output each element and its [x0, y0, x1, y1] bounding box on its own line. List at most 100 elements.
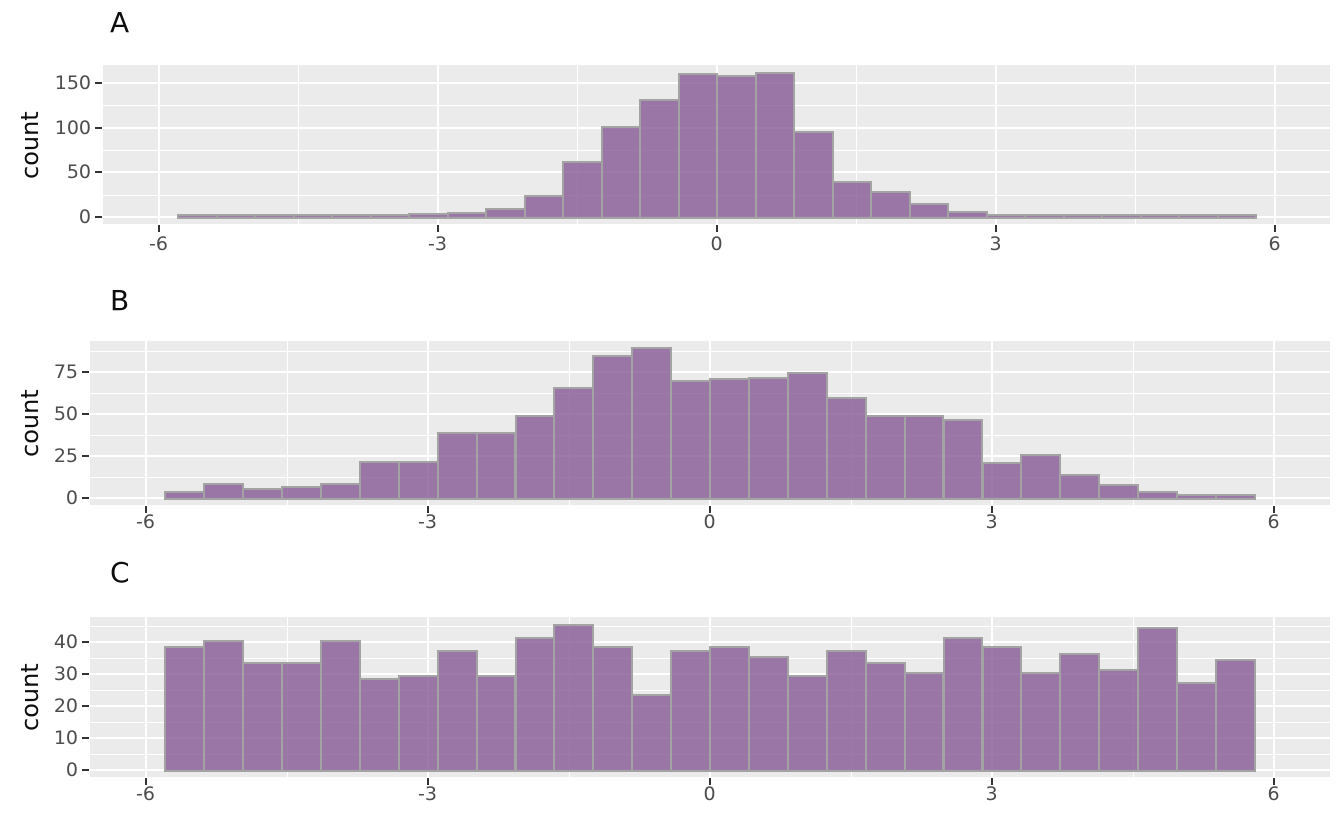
histogram-bar	[592, 354, 634, 500]
histogram-bar	[242, 487, 283, 500]
y-tick-mark	[82, 673, 89, 675]
x-tick-label: -6	[136, 783, 155, 805]
plot-area-b	[90, 341, 1330, 505]
y-tick-label: 100	[54, 116, 91, 139]
histogram-bar	[1098, 668, 1140, 772]
histogram-bar	[446, 212, 487, 219]
y-tick-label: 50	[66, 161, 91, 184]
gridline-minor-x	[298, 65, 299, 224]
y-tick-mark	[95, 216, 102, 218]
y-tick-mark	[82, 497, 89, 499]
histogram-bar	[1178, 214, 1219, 219]
x-tick-mark	[1272, 506, 1275, 513]
histogram-bar	[600, 125, 642, 219]
histogram-bar	[709, 646, 750, 772]
y-tick-label: 0	[65, 759, 78, 781]
histogram-bar	[903, 415, 945, 500]
x-tick-mark	[1273, 225, 1276, 232]
y-tick-label: 25	[53, 445, 78, 467]
histogram-bar	[670, 380, 711, 500]
histogram-bar	[1215, 659, 1256, 772]
histogram-bar	[981, 462, 1023, 500]
histogram-bar	[408, 213, 449, 219]
gridline-major-x	[990, 341, 993, 505]
x-tick-mark	[157, 225, 160, 232]
gridline-major-x	[157, 65, 160, 224]
histogram-bar	[436, 649, 478, 772]
histogram-bar	[319, 482, 361, 500]
histogram-bar	[1020, 672, 1062, 772]
histogram-bar	[786, 675, 828, 772]
x-tick-label: 3	[989, 233, 1002, 255]
histogram-bar	[485, 207, 526, 219]
histogram-bar	[203, 482, 245, 500]
histogram-bar	[358, 460, 400, 500]
x-tick-label: 6	[1267, 511, 1280, 533]
histogram-bar	[281, 662, 322, 772]
y-tick-mark	[82, 769, 89, 771]
y-tick-label: 50	[53, 403, 78, 425]
histogram-bar	[1020, 454, 1062, 500]
x-tick-label: 3	[985, 783, 998, 805]
histogram-bar	[670, 649, 711, 772]
histogram-bar	[639, 98, 680, 219]
histogram-bar	[793, 131, 834, 219]
histogram-bar	[748, 656, 789, 772]
histogram-bar	[369, 214, 410, 219]
histogram-bar	[864, 415, 906, 500]
histogram-bar	[523, 195, 564, 219]
panel-title-a: A	[110, 6, 130, 39]
y-tick-mark	[82, 413, 89, 415]
x-tick-mark	[144, 506, 147, 513]
histogram-bar	[514, 636, 556, 772]
histogram-bar	[1215, 494, 1256, 500]
histogram-bar	[292, 214, 333, 219]
x-tick-label: -6	[136, 511, 155, 533]
x-tick-label: 6	[1267, 783, 1280, 805]
histogram-bar	[203, 640, 245, 772]
gridline-major-x	[1272, 617, 1275, 777]
histogram-bar	[164, 491, 206, 500]
x-tick-mark	[990, 778, 993, 785]
histogram-bar	[281, 485, 322, 500]
histogram-bar	[1101, 214, 1142, 219]
histogram-bar	[397, 460, 439, 500]
x-tick-label: -6	[149, 233, 168, 255]
panel-title-b: B	[110, 284, 130, 317]
histogram-bar	[709, 378, 750, 500]
x-tick-mark	[1272, 778, 1275, 785]
histogram-bar	[1098, 484, 1140, 500]
x-tick-label: -3	[418, 511, 437, 533]
gridline-major-x	[1273, 65, 1276, 224]
histogram-bar	[825, 649, 867, 772]
y-tick-mark	[95, 171, 102, 174]
histogram-bar	[786, 371, 828, 500]
histogram-bar	[436, 432, 478, 500]
x-tick-mark	[715, 225, 718, 232]
gridline-minor-x	[1132, 341, 1134, 505]
histogram-bar	[1176, 681, 1217, 772]
x-tick-label: 6	[1268, 233, 1281, 255]
histogram-bar	[1176, 494, 1217, 500]
gridline-major-x	[144, 617, 147, 777]
y-tick-label: 150	[54, 72, 91, 95]
gridline-major-x	[994, 65, 997, 224]
y-tick-label: 40	[53, 631, 78, 653]
histogram-bar	[631, 346, 673, 500]
histogram-bar	[677, 73, 719, 219]
histogram-bar	[331, 214, 372, 219]
histogram-bar	[319, 640, 361, 772]
y-tick-mark	[82, 641, 89, 643]
histogram-bar	[1216, 214, 1258, 219]
x-tick-mark	[436, 225, 439, 232]
histogram-bar	[942, 418, 984, 500]
x-tick-mark	[994, 225, 997, 232]
histogram-bar	[592, 646, 634, 772]
y-tick-mark	[95, 82, 102, 85]
y-tick-mark	[82, 371, 89, 373]
histogram-bar	[215, 214, 256, 219]
x-tick-label: -3	[418, 783, 437, 805]
gridline-major-x	[426, 341, 429, 505]
y-tick-label: 30	[53, 663, 78, 685]
